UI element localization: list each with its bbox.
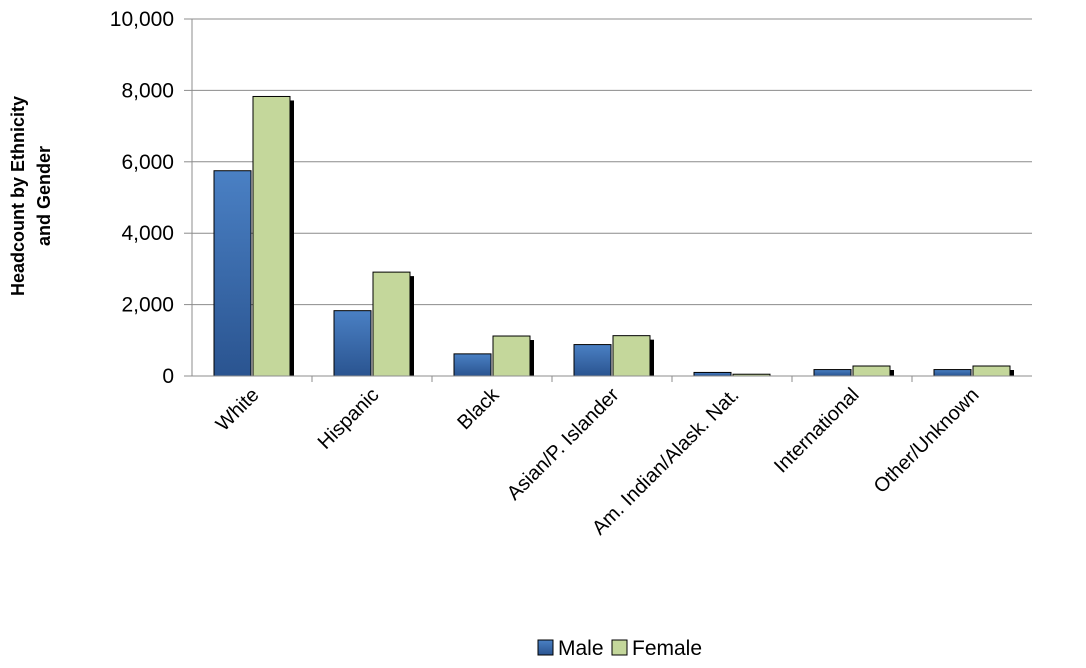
x-tick-label: International <box>770 384 863 477</box>
legend-swatch-female <box>612 640 627 655</box>
axes <box>184 19 1032 382</box>
x-tick-label: Black <box>453 383 504 434</box>
y-tick-label: 8,000 <box>121 79 174 102</box>
y-axis-title: Headcount by Ethnicity and Gender <box>8 96 54 296</box>
bars <box>214 96 1014 376</box>
bar-male <box>934 370 971 376</box>
legend-swatch-male <box>538 640 553 655</box>
bar-female <box>613 336 650 376</box>
y-tick-label: 2,000 <box>121 294 174 317</box>
y-axis-title-line-2: and Gender <box>34 146 54 246</box>
y-axis-ticks: 0 2,000 4,000 6,000 8,000 10,000 <box>110 8 174 388</box>
x-tick-label: Asian/P. Islander <box>503 384 624 505</box>
bar-male <box>574 345 611 376</box>
legend: Male Female <box>538 637 702 660</box>
y-tick-label: 6,000 <box>121 151 174 174</box>
bar-male <box>334 311 371 376</box>
bar-male <box>814 370 851 376</box>
y-tick-label: 0 <box>162 365 174 388</box>
y-axis-title-line-1: Headcount by Ethnicity <box>8 96 28 296</box>
x-tick-label: Other/Unknown <box>870 384 984 498</box>
x-tick-label: Hispanic <box>314 384 384 454</box>
bar-male <box>214 171 251 376</box>
bar-female <box>973 366 1010 376</box>
y-tick-label: 4,000 <box>121 222 174 245</box>
x-tick-label: White <box>212 384 264 436</box>
gridlines <box>192 19 1032 305</box>
y-tick-label: 10,000 <box>110 8 174 31</box>
bar-female <box>853 366 890 376</box>
bar-male <box>694 372 731 376</box>
bar-male <box>454 354 491 376</box>
bar-female <box>373 272 410 376</box>
legend-label-female: Female <box>632 637 702 660</box>
bar-female <box>253 96 290 376</box>
legend-label-male: Male <box>558 637 604 660</box>
bar-female <box>493 336 530 376</box>
